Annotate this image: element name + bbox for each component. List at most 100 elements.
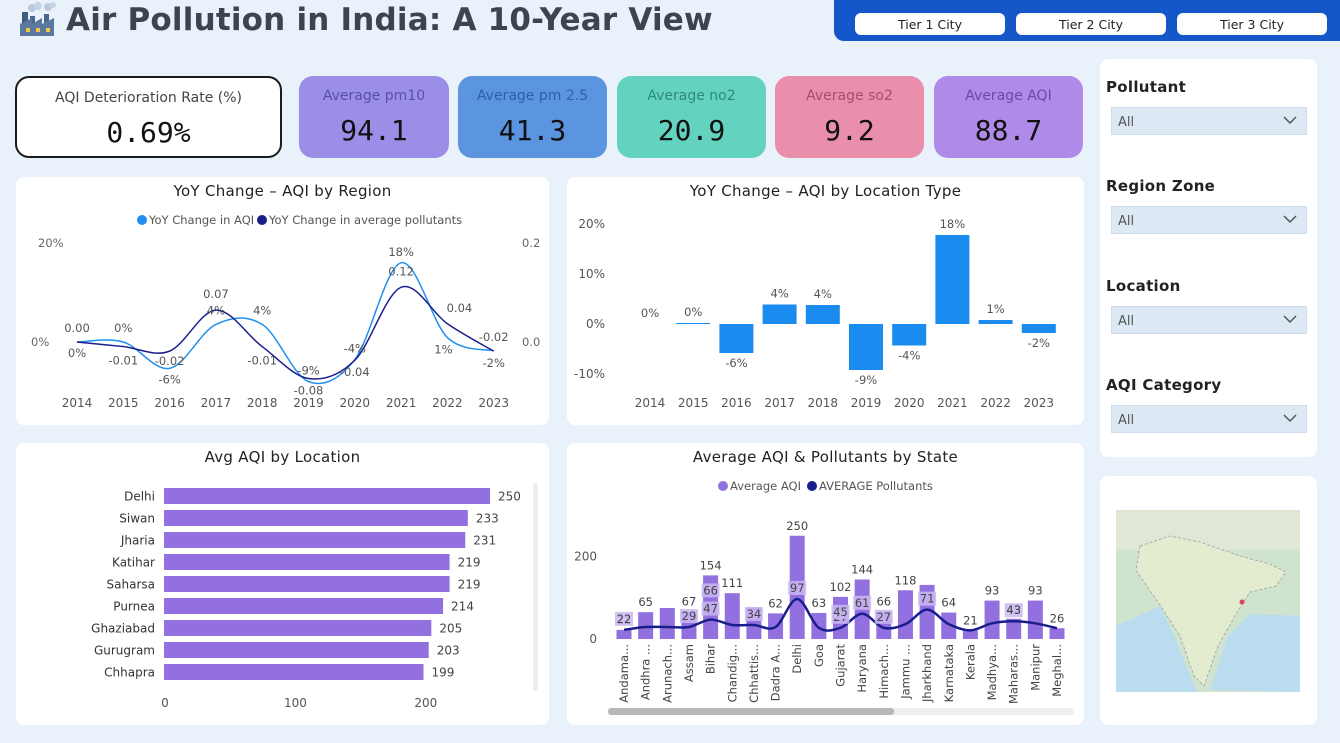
bar (164, 642, 429, 658)
tier-3-city-button[interactable]: Tier 3 City (1177, 13, 1327, 35)
bar (638, 612, 654, 639)
x-tick: 2017 (201, 396, 232, 410)
x-tick: 100 (284, 696, 307, 710)
line-series-pollutants (76, 285, 495, 380)
scrollbar-track[interactable] (533, 483, 538, 691)
data-label-bg (744, 606, 763, 621)
bar (1049, 628, 1065, 639)
bar (676, 323, 711, 324)
y-category-label: Jharia (120, 534, 155, 548)
y-category-label: Katihar (112, 556, 155, 570)
data-label-aqi: 64 (941, 596, 956, 610)
x-tick: 200 (414, 696, 437, 710)
pollutant-dropdown[interactable]: All (1111, 107, 1307, 135)
kpi-label: Average no2 (647, 88, 736, 104)
data-label-aqi: 118 (894, 573, 916, 587)
data-label: 203 (437, 644, 460, 658)
dropdown-value: All (1118, 413, 1135, 428)
map-card (1100, 476, 1317, 725)
x-tick: 2014 (62, 396, 93, 410)
bar (616, 629, 632, 639)
scrollbar-thumb[interactable] (608, 708, 894, 715)
kpi-average-pm10: Average pm10 94.1 (299, 76, 449, 158)
y-tick-right: 0.0 (522, 335, 540, 349)
data-label: 233 (476, 512, 499, 526)
region-zone-dropdown[interactable]: All (1111, 206, 1307, 234)
chevron-down-icon (1283, 414, 1297, 423)
bar (984, 600, 1000, 639)
kpi-label: Average pm10 (322, 88, 426, 104)
data-label-bg (874, 609, 893, 624)
data-label: 214 (451, 600, 474, 614)
bar (164, 620, 432, 636)
bar (962, 630, 978, 639)
data-label-aqi: 66 (876, 595, 891, 609)
data-label-pollutants: -0.04 (340, 365, 370, 379)
kpi-label: Average so2 (806, 88, 893, 104)
x-category-label: Kerala (963, 644, 977, 680)
kpi-average-so2: Average so2 9.2 (775, 76, 924, 158)
y-category-label: Gurugram (94, 644, 155, 658)
kpi-label: AQI Deterioration Rate (%) (54, 90, 243, 106)
chart-title: Average AQI & Pollutants by State (692, 448, 959, 466)
data-label: 0% (684, 305, 702, 319)
kpi-value: 88.7 (974, 114, 1043, 147)
kpi-average-no2: Average no2 20.9 (617, 76, 766, 158)
x-tick: 2020 (894, 396, 925, 410)
x-tick: 2023 (1024, 396, 1055, 410)
chevron-down-icon (1283, 215, 1297, 224)
y-category-label: Purnea (113, 600, 155, 614)
data-label: 45 (833, 605, 848, 619)
data-label-pollutants: -0.01 (247, 354, 277, 368)
aqi-category-dropdown[interactable]: All (1111, 405, 1307, 433)
x-category-label: Andhra ... (639, 644, 653, 700)
data-label-pollutants: 97 (790, 581, 805, 595)
data-label: 219 (458, 556, 481, 570)
data-label-pollutants: -0.02 (479, 330, 509, 344)
tier-2-city-button[interactable]: Tier 2 City (1016, 13, 1166, 35)
data-label: 4% (814, 287, 832, 301)
legend-label: YoY Change in average pollutants (268, 213, 462, 227)
map-india-outline (1135, 535, 1287, 687)
chart-card-aqi-by-region: YoY Change – AQI by Region YoY Change in… (16, 177, 549, 425)
y-tick-left: 0% (31, 335, 49, 349)
tier-1-city-button[interactable]: Tier 1 City (855, 13, 1005, 35)
y-tick: 200 (574, 549, 597, 563)
data-label: 4% (770, 287, 788, 301)
kpi-value: 9.2 (824, 114, 875, 147)
x-tick: 2022 (980, 396, 1011, 410)
x-category-label: Goa (812, 644, 826, 667)
x-tick: 2014 (635, 396, 666, 410)
india-map[interactable] (1100, 476, 1317, 725)
data-label: 199 (431, 666, 454, 680)
y-tick: -10% (574, 367, 605, 381)
data-label-pollutants: 0.04 (447, 301, 473, 315)
data-label-aqi: 0% (114, 321, 132, 335)
data-label-aqi: -6% (158, 372, 180, 386)
x-category-label: Dadra A... (769, 644, 783, 701)
bar (941, 612, 957, 639)
y-tick: 0 (589, 632, 597, 646)
x-category-label: Jammu ... (898, 644, 912, 700)
data-label-aqi: 111 (721, 576, 743, 590)
data-label-pollutants: 29 (682, 609, 697, 623)
chart-card-aqi-pollutants-by-state: Average AQI & Pollutants by State Averag… (567, 443, 1084, 725)
data-label-pollutants: 27 (876, 610, 891, 624)
location-dropdown[interactable]: All (1111, 306, 1307, 334)
y-tick-left: 20% (38, 236, 64, 250)
combo-chart-by-state: Average AQI AVERAGE Pollutants 200 0 22 65 6… (574, 479, 1074, 715)
data-label-pollutants: -0.02 (155, 354, 185, 368)
legend-marker-aqi (137, 215, 147, 225)
kpi-value: 94.1 (340, 114, 408, 147)
data-label: 231 (473, 534, 496, 548)
data-label: -4% (898, 349, 920, 363)
data-label-aqi: 93 (1028, 584, 1043, 598)
data-label-aqi: 62 (768, 596, 783, 610)
x-category-label: Karnataka (942, 644, 956, 702)
data-label-aqi: 1% (434, 343, 452, 357)
data-label-pollutants: -0.01 (108, 354, 138, 368)
data-label-aqi: 18% (388, 245, 414, 259)
bar (1027, 600, 1043, 639)
x-tick: 2019 (851, 396, 882, 410)
legend-label: YoY Change in AQI (148, 213, 254, 227)
